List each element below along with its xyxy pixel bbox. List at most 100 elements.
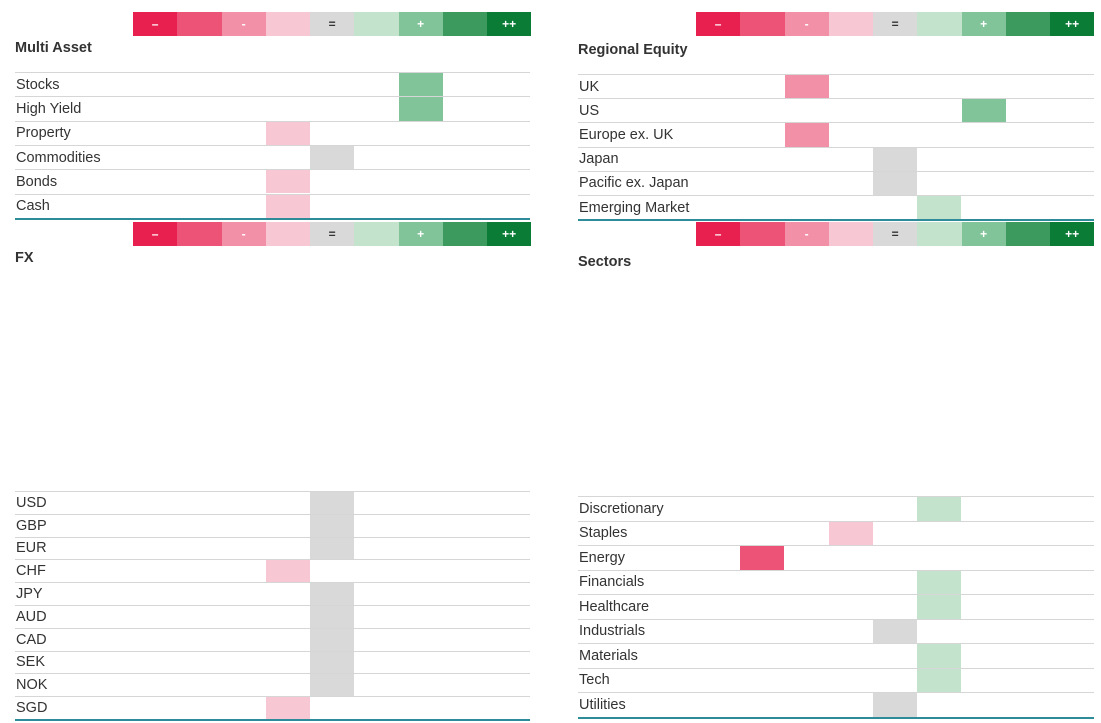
scale-step xyxy=(1005,222,1050,246)
row-label: Emerging Market xyxy=(579,199,690,216)
scale-step: = xyxy=(873,222,918,246)
rating-cell xyxy=(265,194,310,218)
table-row: UK xyxy=(578,74,1094,99)
table-row: US xyxy=(578,98,1094,123)
section-bottom-rule xyxy=(578,219,1094,222)
row-label: SEK xyxy=(16,654,46,671)
rating-cell xyxy=(873,619,917,643)
table-row: CHF xyxy=(15,559,530,583)
scale-step xyxy=(442,222,487,246)
row-label: US xyxy=(579,102,600,119)
scale-step xyxy=(740,222,785,246)
rating-cell xyxy=(828,521,873,545)
section-title: Regional Equity xyxy=(578,42,688,58)
rating-cell xyxy=(917,570,962,594)
scale-step: + xyxy=(961,222,1006,246)
scale-step: – xyxy=(133,12,178,36)
panel-fx: – - = + ++ FX USD GBP EUR CHF JPY AUD CAD SEK NOK SGD xyxy=(15,222,532,723)
scale-step: = xyxy=(873,12,918,36)
scale-step: ++ xyxy=(1050,12,1095,36)
section-bottom-rule xyxy=(578,716,1094,719)
scale-step: - xyxy=(784,222,829,246)
rating-cell xyxy=(917,595,962,619)
row-label: GBP xyxy=(16,517,47,534)
table-row: Commodities xyxy=(15,144,530,170)
rating-cell xyxy=(310,145,354,170)
rating-scale-legend: – - = + ++ xyxy=(696,222,1095,246)
table-row: Tech xyxy=(578,667,1094,692)
scale-step: – xyxy=(696,222,741,246)
row-label: Commodities xyxy=(16,149,101,166)
row-label: Bonds xyxy=(16,173,58,190)
section-bottom-rule xyxy=(15,217,530,220)
scale-step: ++ xyxy=(1050,222,1095,246)
table-row: Pacific ex. Japan xyxy=(578,170,1094,195)
rating-scale-legend: – - = + ++ xyxy=(133,222,532,246)
scale-step: = xyxy=(310,222,355,246)
row-label: Financials xyxy=(579,574,645,591)
scale-step xyxy=(265,12,310,36)
scale-step xyxy=(265,222,310,246)
panel-sectors: – - = + ++ Sectors Discretionary Staples Energy F… xyxy=(578,222,1095,721)
rating-cell xyxy=(310,583,354,605)
scale-step: ++ xyxy=(487,222,532,246)
panel-regional-equity: – - = + ++ Regional Equity UK US Europe ex. UK Ja… xyxy=(578,12,1095,223)
row-label: Materials xyxy=(579,647,638,664)
table-row: CAD xyxy=(15,627,530,651)
section-bottom-rule xyxy=(15,719,530,721)
rating-cell xyxy=(784,75,829,99)
table-row: High Yield xyxy=(15,96,530,121)
rating-cell xyxy=(310,628,354,651)
table-row: Materials xyxy=(578,643,1094,668)
section-title: Multi Asset xyxy=(15,40,92,56)
table-row: NOK xyxy=(15,673,530,697)
table-row: SEK xyxy=(15,650,530,674)
section-title: Sectors xyxy=(578,254,632,270)
row-label: SGD xyxy=(16,700,48,717)
rating-cell xyxy=(873,171,917,195)
scale-step: - xyxy=(784,12,829,36)
rating-cell xyxy=(310,674,354,697)
table-row: AUD xyxy=(15,605,530,628)
row-label: Staples xyxy=(579,525,628,542)
scale-step: - xyxy=(221,12,266,36)
rating-cell xyxy=(310,606,354,628)
rating-cell xyxy=(310,514,354,537)
rating-cell xyxy=(398,73,443,97)
rating-cell xyxy=(961,99,1006,123)
table-row: Discretionary xyxy=(578,496,1094,521)
table-row: Staples xyxy=(578,520,1094,545)
rating-cell xyxy=(873,147,917,171)
row-label: Discretionary xyxy=(579,500,664,517)
row-label: CHF xyxy=(16,563,46,580)
table-row: Bonds xyxy=(15,169,530,194)
rating-cell xyxy=(265,170,310,194)
row-label: Property xyxy=(16,125,71,142)
row-label: AUD xyxy=(16,608,47,625)
rating-scale-legend: – - = + ++ xyxy=(133,12,532,36)
row-label: JPY xyxy=(16,586,43,603)
rating-scale-legend: – - = + ++ xyxy=(696,12,1095,36)
rating-cell xyxy=(873,693,917,717)
row-label: NOK xyxy=(16,677,48,694)
table-row: Property xyxy=(15,120,530,145)
scale-step: – xyxy=(133,222,178,246)
scale-step: + xyxy=(398,222,443,246)
scale-step xyxy=(917,222,962,246)
rating-cell xyxy=(917,196,962,220)
rating-cell xyxy=(265,560,310,583)
rating-cell xyxy=(265,697,310,719)
table-row: Industrials xyxy=(578,618,1094,643)
table-row: GBP xyxy=(15,513,530,537)
scale-step: - xyxy=(221,222,266,246)
rating-cell xyxy=(784,123,829,147)
rating-cell xyxy=(917,644,962,668)
scale-step xyxy=(828,12,873,36)
row-label: UK xyxy=(579,78,600,95)
table-row: Energy xyxy=(578,545,1094,570)
rating-cell xyxy=(310,537,354,560)
scale-step: – xyxy=(696,12,741,36)
row-label: EUR xyxy=(16,540,47,557)
rating-cell xyxy=(917,668,962,692)
section-title: FX xyxy=(15,250,34,266)
